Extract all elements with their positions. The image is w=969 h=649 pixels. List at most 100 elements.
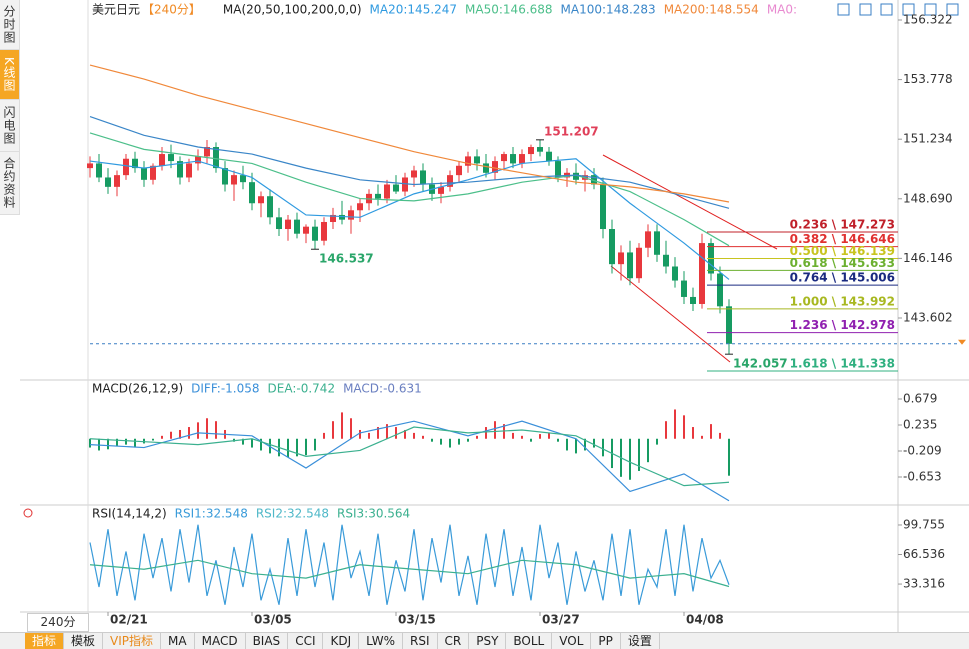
candle-body	[114, 175, 120, 187]
extreme-label: 151.207	[544, 124, 599, 138]
toolbar-tab[interactable]: CCI	[288, 633, 324, 649]
icon[interactable]	[924, 3, 937, 16]
candle-body	[132, 158, 138, 169]
toolbar-tab[interactable]: KDJ	[323, 633, 360, 649]
candle-body	[177, 161, 183, 178]
settings-icon[interactable]	[23, 508, 33, 518]
trend-line	[610, 265, 731, 363]
x-tick-label: 04/08	[686, 613, 724, 627]
candle-body	[663, 254, 669, 267]
candle-body	[528, 147, 534, 155]
candle-body	[690, 296, 696, 304]
legend-entry: RSI1:32.548	[175, 507, 248, 521]
sidebar-tab[interactable]: 闪电图	[0, 100, 19, 152]
toolbar-tab[interactable]: PSY	[469, 633, 507, 649]
toolbar-tab[interactable]: MA	[161, 633, 195, 649]
legend-entry: MACD:-0.631	[343, 382, 422, 396]
candle-body	[303, 226, 309, 234]
y-tick-label: 66.536	[903, 547, 945, 561]
legend-entry: MA0:	[767, 3, 797, 17]
candle-body	[438, 186, 444, 194]
toolbar-tab[interactable]: PP	[591, 633, 621, 649]
toolbar-tab[interactable]: MACD	[195, 633, 246, 649]
candle-body	[141, 168, 147, 180]
toolbar-tab[interactable]: VIP指标	[103, 633, 162, 649]
sidebar-tab[interactable]: K线图	[0, 50, 19, 100]
indicator-label: RSI(14,14,2)	[92, 507, 167, 521]
candle-body	[483, 163, 489, 173]
toolbar-tab[interactable]: BIAS	[246, 633, 289, 649]
y-tick-label: 0.679	[903, 391, 937, 405]
toolbar-tab[interactable]: 设置	[621, 633, 660, 649]
indicator-toolbar: 指标 模板 VIP指标 MA MACD BIAS CCI KDJ LW% RSI CR PSY BOLL…	[0, 632, 969, 649]
fib-label: 0.500 \ 146.139	[790, 244, 895, 258]
candle-body	[591, 175, 597, 185]
y-tick-label: 33.316	[903, 577, 945, 591]
candle-body	[285, 219, 291, 230]
toolbar-tab[interactable]: LW%	[359, 633, 403, 649]
candle-body	[609, 229, 615, 265]
toolbar-tab[interactable]: RSI	[403, 633, 438, 649]
candle-body	[339, 214, 345, 220]
sidebar-tab[interactable]: 分时图	[0, 0, 19, 50]
legend-entry: DIFF:-1.058	[191, 382, 259, 396]
icon[interactable]	[880, 3, 893, 16]
candle-body	[159, 154, 165, 166]
candle-body	[258, 196, 264, 204]
candle-body	[465, 156, 471, 166]
candle-body	[312, 226, 318, 241]
instrument-title: 美元日元	[92, 3, 140, 17]
legend-entry: MA50:146.688	[465, 3, 553, 17]
candle-body	[600, 184, 606, 230]
candle-body	[240, 175, 246, 183]
y-tick-label: 143.602	[903, 310, 953, 324]
candle-body	[519, 154, 525, 164]
fib-label: 1.618 \ 141.338	[790, 357, 895, 371]
icon[interactable]	[946, 3, 959, 16]
trend-line	[602, 154, 778, 250]
toolbar-tab[interactable]: VOL	[552, 633, 592, 649]
icon[interactable]	[902, 3, 915, 16]
candle-body	[294, 219, 300, 234]
candle-body	[105, 177, 111, 187]
candle-body	[492, 161, 498, 173]
candle-body	[726, 306, 732, 344]
toolbar-tab[interactable]: 指标	[25, 633, 65, 649]
icon[interactable]	[837, 3, 850, 16]
period-select[interactable]: 240分	[27, 613, 89, 632]
candle-body	[627, 252, 633, 279]
candle-body	[267, 196, 273, 218]
sidebar-tab[interactable]: 合约资料	[0, 152, 19, 215]
candle-body	[150, 165, 156, 180]
toolbar-tab[interactable]: BOLL	[506, 633, 553, 649]
candle-body	[474, 156, 480, 164]
candle-body	[393, 184, 399, 192]
rsi-line	[89, 559, 730, 588]
fib-label: 0.236 \ 147.273	[790, 217, 895, 231]
ma-line	[89, 64, 730, 203]
y-tick-label: 146.146	[903, 251, 953, 265]
candle-body	[555, 161, 561, 178]
ma-line	[89, 116, 730, 209]
candle-body	[249, 182, 255, 204]
legend-entry: MA200:148.554	[664, 3, 759, 17]
y-tick-label: -0.653	[903, 470, 942, 484]
rsi-line	[89, 524, 730, 605]
candle-body	[87, 163, 93, 169]
candle-body	[123, 158, 129, 176]
y-tick-label: 99.755	[903, 517, 945, 531]
x-tick-label: 03/15	[398, 613, 436, 627]
toolbar-tab[interactable]: 模板	[64, 633, 104, 649]
legend-entry: DEA:-0.742	[268, 382, 336, 396]
candle-body	[384, 184, 390, 199]
y-tick-label: 0.235	[903, 417, 937, 431]
icon[interactable]	[859, 3, 872, 16]
candle-body	[96, 163, 102, 178]
y-tick-label: 156.322	[903, 13, 953, 27]
candle-body	[411, 170, 417, 178]
x-tick-label: 03/05	[254, 613, 292, 627]
candle-body	[636, 247, 642, 279]
toolbar-tab[interactable]: CR	[438, 633, 470, 649]
indicator-label: MACD(26,12,9)	[92, 382, 183, 396]
